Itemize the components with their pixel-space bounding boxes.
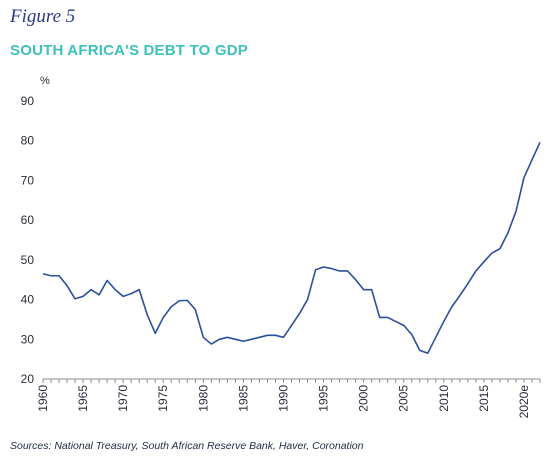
x-tick-label: 1985 [236, 385, 250, 412]
y-tick-label: 20 [21, 372, 35, 386]
x-tick-label: 1995 [317, 385, 331, 412]
x-tick-label: 2000 [357, 385, 371, 412]
x-tick-label: 2005 [397, 385, 411, 412]
x-tick-label: 2015 [477, 385, 491, 412]
y-tick-label: 70 [21, 173, 35, 187]
x-tick-label: 1980 [196, 385, 210, 412]
sources-note: Sources: National Treasury, South Africa… [10, 440, 364, 452]
y-tick-label: 50 [21, 253, 35, 267]
debt-to-gdp-line [42, 141, 541, 354]
y-tick-label: 80 [21, 134, 35, 148]
x-axis: 1960 1965 1970 1975 1980 1985 1990 1995 2000 2005… [36, 378, 541, 419]
x-tick-label: 1965 [76, 385, 90, 412]
y-tick-label: 30 [21, 332, 35, 346]
y-axis-unit-label: % [40, 75, 50, 87]
figure-label: Figure 5 [10, 6, 76, 27]
y-tick-label: 60 [21, 213, 35, 227]
y-axis: 20 30 40 50 60 70 80 90 [21, 94, 35, 386]
chart-title: SOUTH AFRICA'S DEBT TO GDP [10, 42, 248, 59]
x-tick-label: 2010 [437, 385, 451, 412]
x-tick-label: 1975 [156, 385, 170, 412]
x-tick-label: 1990 [276, 385, 290, 412]
x-tick-label: 2020e [517, 385, 531, 419]
x-tick-label: 1970 [116, 385, 130, 412]
y-tick-label: 90 [21, 94, 35, 108]
x-tick-label: 1960 [36, 385, 50, 412]
y-tick-label: 40 [21, 293, 35, 307]
